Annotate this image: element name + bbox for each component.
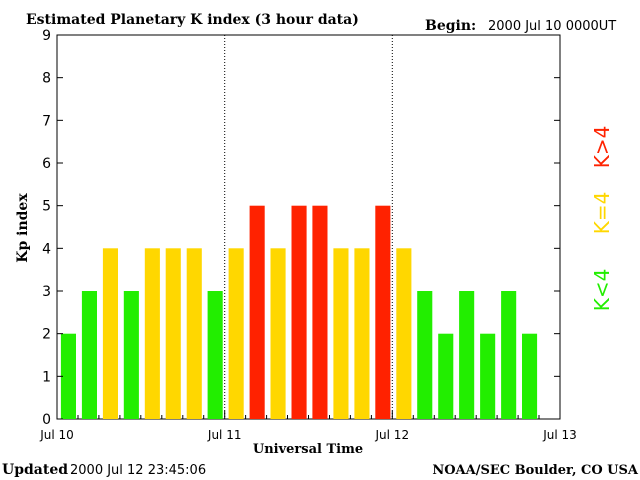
x-tick-label-1: Jul 11 xyxy=(207,428,242,442)
x-axis-label: Universal Time xyxy=(253,442,363,457)
day-dividers xyxy=(224,35,393,419)
y-tick-label-1: 1 xyxy=(42,369,51,385)
y-tick-label-8: 8 xyxy=(42,71,51,87)
kp-bar-16 xyxy=(396,248,412,419)
y-tick-label-5: 5 xyxy=(42,199,51,215)
source-credit: NOAA/SEC Boulder, CO USA xyxy=(432,463,639,478)
kp-bar-20 xyxy=(480,333,496,419)
y-tick-label-0: 0 xyxy=(42,412,51,428)
kp-bar-6 xyxy=(186,248,202,419)
kp-bar-5 xyxy=(165,248,181,419)
kp-bar-22 xyxy=(522,333,538,419)
y-tick-label-3: 3 xyxy=(42,284,51,300)
y-tick-label-7: 7 xyxy=(42,113,51,129)
kp-bar-8 xyxy=(228,248,244,419)
y-tick-label-2: 2 xyxy=(42,327,51,343)
y-tick-label-6: 6 xyxy=(42,156,51,172)
kp-bar-12 xyxy=(312,205,328,419)
kp-bar-4 xyxy=(144,248,160,419)
legend-k-less-4: K<4 xyxy=(590,269,614,312)
legend-k-greater-4: K>4 xyxy=(590,126,614,169)
bars xyxy=(60,205,538,419)
begin-label: Begin: xyxy=(425,18,476,34)
kp-bar-7 xyxy=(207,291,223,419)
x-tick-label-0: Jul 10 xyxy=(39,428,74,442)
kp-bar-19 xyxy=(459,291,475,419)
x-tick-label-3: Jul 13 xyxy=(542,428,577,442)
kp-bar-21 xyxy=(501,291,517,419)
kp-bar-17 xyxy=(417,291,433,419)
kp-bar-0 xyxy=(60,333,76,419)
x-tick-label-2: Jul 12 xyxy=(375,428,410,442)
y-axis-label: Kp index xyxy=(15,193,31,263)
y-tick-label-4: 4 xyxy=(42,241,51,257)
kp-bar-2 xyxy=(102,248,118,419)
kp-bar-9 xyxy=(249,205,265,419)
kp-bar-15 xyxy=(375,205,391,419)
y-axis-ticks: 0 1 2 3 4 5 6 7 8 9 xyxy=(42,28,560,428)
kp-bar-1 xyxy=(81,291,97,419)
kp-bar-10 xyxy=(270,248,286,419)
kp-bar-14 xyxy=(354,248,370,419)
kp-bar-11 xyxy=(291,205,307,419)
y-tick-label-9: 9 xyxy=(42,28,51,44)
x-axis-ticks: Jul 10 Jul 11 Jul 12 Jul 13 xyxy=(39,411,577,442)
kp-bar-3 xyxy=(123,291,139,419)
updated-label: Updated xyxy=(2,462,68,478)
kp-bar-13 xyxy=(333,248,349,419)
kp-bar-18 xyxy=(438,333,454,419)
begin-value: 2000 Jul 10 0000UT xyxy=(488,19,616,34)
updated-value: 2000 Jul 12 23:45:06 xyxy=(70,463,206,478)
chart-title: Estimated Planetary K index (3 hour data… xyxy=(26,12,359,28)
legend-k-equal-4: K=4 xyxy=(590,192,614,235)
